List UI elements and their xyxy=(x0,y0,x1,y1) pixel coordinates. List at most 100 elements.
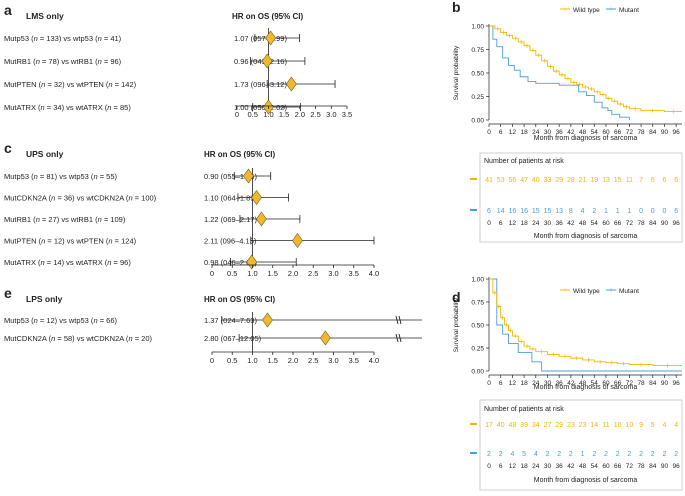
risk-x-tick-label: 0 xyxy=(487,220,491,227)
risk-mutant-count: 0 xyxy=(639,208,643,215)
forest-x-tick-label: 2.5 xyxy=(308,269,318,278)
km-x-tick-label: 42 xyxy=(567,380,575,387)
risk-x-tick-label: 6 xyxy=(499,463,503,470)
km-y-tick-label: 0.00 xyxy=(471,118,484,125)
risk-x-tick-label: 24 xyxy=(532,220,540,227)
risk-x-tick-label: 54 xyxy=(591,463,599,470)
km-x-tick-label: 48 xyxy=(579,380,587,387)
forest-x-tick-label: 1.5 xyxy=(279,110,289,119)
risk-x-tick-label: 48 xyxy=(579,220,587,227)
risk-x-tick-label: 78 xyxy=(637,220,645,227)
hr-diamond xyxy=(251,189,262,206)
km-y-tick-label: 0.75 xyxy=(471,47,484,54)
risk-wild-count: 9 xyxy=(639,422,643,429)
risk-x-tick-label: 48 xyxy=(579,463,587,470)
km-y-tick-label: 0.25 xyxy=(471,94,484,101)
risk-mutant-count: 2 xyxy=(592,451,596,458)
risk-x-tick-label: 72 xyxy=(626,220,634,227)
forest-title: LMS only xyxy=(26,11,64,21)
legend-mutant-label: Mutant xyxy=(619,7,639,14)
forest-row-value: 2.11 (096–4.15) xyxy=(204,237,257,246)
risk-x-tick-label: 78 xyxy=(637,463,645,470)
risk-wild-count: 29 xyxy=(555,177,563,184)
forest-row-value: 1.73 (096–3.12) xyxy=(234,80,287,89)
risk-mutant-count: 4 xyxy=(581,208,585,215)
risk-wild-count: 19 xyxy=(590,177,598,184)
risk-x-tick-label: 66 xyxy=(614,220,622,227)
km-wild-curve xyxy=(489,25,682,112)
km-mutant-curve xyxy=(489,278,682,372)
risk-wild-count: 7 xyxy=(639,177,643,184)
legend-mutant-marker: + xyxy=(609,7,613,13)
risk-mutant-count: 2 xyxy=(557,451,561,458)
axis-break-mark xyxy=(398,315,402,325)
forest-header: HR on OS (95% CI) xyxy=(204,295,275,304)
km-x-tick-label: 84 xyxy=(649,380,657,387)
risk-table-box xyxy=(479,152,683,243)
km-y-label: Survival probability xyxy=(453,297,460,352)
panel-label-a: a xyxy=(4,2,12,18)
forest-row-value: 1.22 (069–2.17) xyxy=(204,215,257,224)
risk-x-tick-label: 30 xyxy=(544,463,552,470)
km-x-tick-label: 54 xyxy=(591,380,599,387)
km-x-tick-label: 12 xyxy=(509,380,517,387)
km-x-tick-label: 66 xyxy=(614,129,622,136)
km-x-tick-label: 90 xyxy=(661,129,669,136)
risk-wild-count: 28 xyxy=(567,177,575,184)
risk-wild-count: 6 xyxy=(651,177,655,184)
km-x-tick-label: 36 xyxy=(556,380,564,387)
forest-x-tick-label: 0 xyxy=(210,356,214,365)
km-x-tick-label: 96 xyxy=(673,129,681,136)
risk-wild-count: 47 xyxy=(520,177,528,184)
risk-mutant-count: 2 xyxy=(639,451,643,458)
risk-x-tick-label: 84 xyxy=(649,463,657,470)
risk-mutant-count: 1 xyxy=(627,208,631,215)
risk-wild-count: 4 xyxy=(663,422,667,429)
km-y-tick-label: 1.00 xyxy=(471,24,484,31)
forest-row-label: MutATRX (n = 34) vs wtATRX (n = 85) xyxy=(4,103,131,112)
risk-wild-count: 4 xyxy=(674,422,678,429)
forest-x-tick-label: 2.0 xyxy=(295,110,305,119)
risk-mutant-count: 2 xyxy=(487,451,491,458)
risk-x-tick-label: 96 xyxy=(673,220,681,227)
risk-x-tick-label: 0 xyxy=(487,463,491,470)
forest-x-tick-label: 2.5 xyxy=(308,356,318,365)
risk-x-tick-label: 60 xyxy=(602,463,610,470)
risk-wild-count: 56 xyxy=(508,177,516,184)
risk-wild-count: 15 xyxy=(614,177,622,184)
risk-table-title: Number of patients at risk xyxy=(484,406,564,413)
hr-diamond xyxy=(261,53,273,69)
km-x-tick-label: 60 xyxy=(602,380,610,387)
risk-mutant-count: 5 xyxy=(522,451,526,458)
risk-x-tick-label: 54 xyxy=(591,220,599,227)
risk-x-tick-label: 36 xyxy=(556,463,564,470)
risk-x-label: Month from diagnosis of sarcoma xyxy=(534,233,638,240)
risk-wild-count: 21 xyxy=(579,177,587,184)
legend-mutant-label: Mutant xyxy=(619,288,639,295)
forest-x-tick-label: 3.5 xyxy=(342,110,352,119)
risk-x-tick-label: 60 xyxy=(602,220,610,227)
risk-x-tick-label: 42 xyxy=(567,220,575,227)
forest-x-tick-label: 0 xyxy=(210,269,214,278)
risk-wild-count: 6 xyxy=(663,177,667,184)
km-y-tick-label: 0.50 xyxy=(471,323,484,330)
km-x-tick-label: 24 xyxy=(532,129,540,136)
hr-diamond xyxy=(320,330,331,346)
risk-wild-count: 39 xyxy=(520,422,528,429)
forest-x-tick-label: 1.0 xyxy=(247,269,257,278)
risk-wild-count: 5 xyxy=(651,422,655,429)
km-y-tick-label: 0.75 xyxy=(471,300,484,307)
km-x-tick-label: 72 xyxy=(626,129,634,136)
risk-mutant-count: 1 xyxy=(604,208,608,215)
risk-mutant-count: 6 xyxy=(674,208,678,215)
km-x-tick-label: 54 xyxy=(591,129,599,136)
risk-mutant-count: 0 xyxy=(663,208,667,215)
forest-x-tick-label: 1.5 xyxy=(268,269,278,278)
km-x-tick-label: 78 xyxy=(637,380,645,387)
legend-wild-marker: + xyxy=(563,288,567,294)
km-x-tick-label: 96 xyxy=(673,380,681,387)
risk-mutant-count: 0 xyxy=(651,208,655,215)
axis-break-mark xyxy=(395,315,399,325)
risk-wild-count: 17 xyxy=(485,422,493,429)
